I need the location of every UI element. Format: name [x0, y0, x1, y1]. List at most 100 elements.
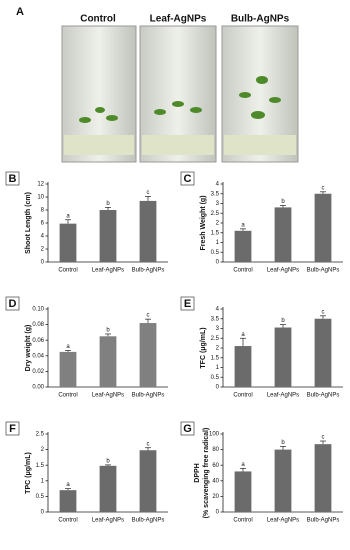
y-tick-label: 3.5	[211, 191, 220, 197]
x-tick-label: Control	[233, 393, 252, 399]
significance-letter: a	[66, 482, 70, 488]
y-tick-label: 0.04	[32, 353, 44, 359]
y-tick-label: 2	[41, 447, 45, 453]
panel-label-box	[180, 171, 195, 186]
bar	[274, 207, 292, 262]
significance-letter: c	[147, 313, 150, 319]
significance-letter: b	[106, 328, 110, 334]
y-tick-label: 10	[37, 195, 44, 201]
panel-label: C	[184, 173, 192, 185]
y-tick-label: 0.5	[36, 494, 45, 500]
significance-letter: b	[106, 201, 110, 207]
y-tick-label: 40	[212, 478, 219, 484]
bar	[274, 449, 292, 512]
x-tick-label: Leaf-AgNPs	[267, 518, 299, 524]
bar	[314, 444, 332, 512]
bar	[314, 193, 332, 262]
significance-letter: a	[66, 344, 70, 350]
y-tick-label: 4	[216, 182, 220, 188]
x-tick-label: Bulb-AgNPs	[132, 393, 165, 399]
panel-label-box	[5, 421, 20, 436]
bar	[139, 450, 157, 512]
x-tick-label: Control	[58, 518, 77, 524]
significance-letter: a	[241, 462, 245, 468]
y-tick-label: 6	[41, 221, 45, 227]
y-axis-label: Dry weight (g)	[25, 325, 32, 372]
panel-label: D	[9, 298, 17, 310]
x-tick-label: Leaf-AgNPs	[267, 268, 299, 274]
significance-letter: a	[66, 213, 70, 219]
x-tick-label: Bulb-AgNPs	[132, 268, 165, 274]
y-tick-label: 0	[41, 260, 45, 266]
panel-label-box	[5, 296, 20, 311]
y-tick-label: 4	[216, 307, 220, 313]
y-axis-label: TPC (μg/mL)	[25, 452, 32, 494]
y-axis-label: (% scavenging free radical)	[203, 428, 210, 519]
x-tick-label: Control	[58, 393, 77, 399]
photo-label: Control	[80, 14, 116, 25]
y-tick-label: 0	[216, 260, 220, 266]
x-tick-label: Leaf-AgNPs	[92, 518, 124, 524]
y-tick-label: 3.5	[211, 316, 220, 322]
y-tick-label: 2	[41, 247, 45, 253]
bar	[99, 210, 117, 262]
plants	[79, 76, 281, 123]
x-tick-label: Leaf-AgNPs	[267, 393, 299, 399]
significance-letter: a	[241, 222, 245, 228]
y-axis-label: Fresh Weight (g)	[200, 195, 207, 250]
y-tick-label: 2.5	[211, 211, 220, 217]
y-tick-label: 0	[216, 510, 220, 516]
photo-label: Leaf-AgNPs	[150, 14, 207, 25]
y-axis-label: TFC (μg/mL)	[200, 327, 207, 368]
panel-label: B	[9, 173, 17, 185]
significance-letter: b	[281, 318, 285, 324]
y-tick-label: 3	[216, 201, 220, 207]
y-tick-label: 8	[41, 208, 45, 214]
x-tick-label: Control	[233, 518, 252, 524]
y-tick-label: 2.5	[36, 432, 45, 438]
significance-letter: b	[281, 440, 285, 446]
y-tick-label: 0.5	[211, 250, 220, 256]
y-tick-label: 2	[216, 346, 220, 352]
panel-label: A	[16, 6, 24, 18]
y-tick-label: 4	[41, 234, 45, 240]
bar	[274, 327, 292, 387]
y-tick-label: 20	[212, 494, 219, 500]
y-axis-label: Shoot Length (cm)	[25, 192, 32, 254]
y-tick-label: 1	[216, 365, 220, 371]
medium	[142, 135, 214, 155]
y-tick-label: 1	[216, 240, 220, 246]
y-tick-label: 1.5	[211, 355, 220, 361]
y-tick-label: 1.5	[211, 230, 220, 236]
panel-a: A Control Leaf-AgNPs Bulb-AgNPs	[16, 6, 299, 163]
medium	[64, 135, 134, 155]
significance-letter: c	[322, 435, 325, 441]
x-tick-label: Leaf-AgNPs	[92, 268, 124, 274]
significance-letter: c	[322, 309, 325, 315]
significance-letter: b	[106, 458, 110, 464]
x-tick-label: Bulb-AgNPs	[307, 393, 340, 399]
y-tick-label: 3	[216, 326, 220, 332]
panel-label: G	[183, 423, 192, 435]
y-tick-label: 2.5	[211, 336, 220, 342]
panel-label: F	[9, 423, 16, 435]
photo-label: Bulb-AgNPs	[231, 14, 290, 25]
y-axis-label: DPPH	[194, 463, 201, 482]
y-tick-label: 0.00	[32, 385, 44, 391]
significance-letter: b	[281, 199, 285, 205]
significance-letter: c	[322, 185, 325, 191]
y-tick-label: 1.5	[36, 463, 45, 469]
significance-letter: c	[147, 441, 150, 447]
panel-label-box	[5, 171, 20, 186]
significance-letter: a	[241, 332, 245, 338]
y-tick-label: 0.02	[32, 369, 44, 375]
y-tick-label: 0.10	[32, 307, 44, 313]
x-tick-label: Bulb-AgNPs	[307, 268, 340, 274]
bar	[234, 230, 252, 262]
bar	[59, 351, 77, 387]
bar	[139, 323, 157, 387]
y-tick-label: 100	[209, 432, 220, 438]
panel-label-box	[180, 296, 195, 311]
x-tick-label: Leaf-AgNPs	[92, 393, 124, 399]
x-tick-label: Bulb-AgNPs	[132, 518, 165, 524]
